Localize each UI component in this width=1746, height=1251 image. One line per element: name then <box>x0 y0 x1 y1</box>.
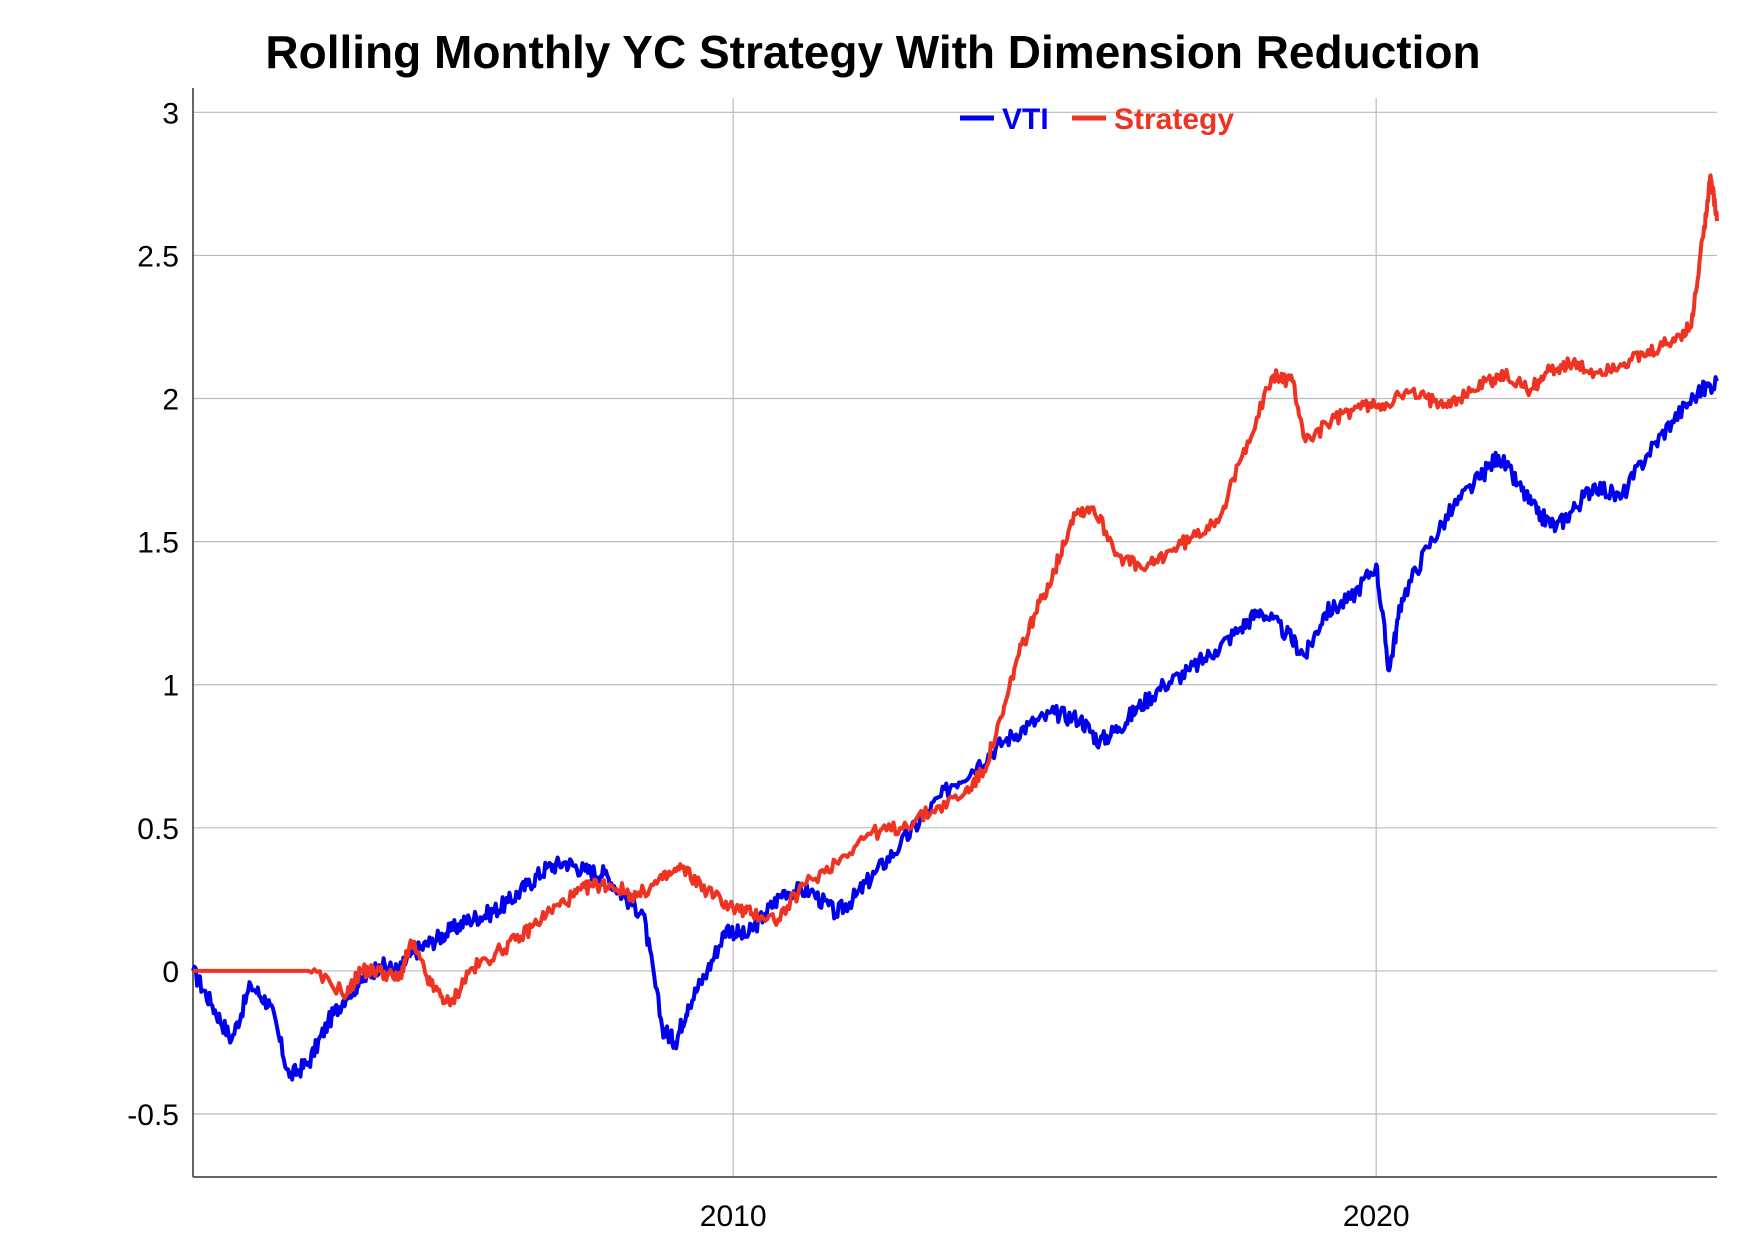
series-lines <box>191 173 1719 1082</box>
axes: -0.5 0 0.5 1 1.5 2 2.5 3 2010 2020 <box>127 88 1717 1233</box>
y-tick-label: -0.5 <box>127 1099 179 1132</box>
y-tick-label: 2.5 <box>137 240 179 273</box>
y-tick-label: 0 <box>162 956 179 989</box>
grid <box>193 98 1717 1177</box>
series-line-strategy <box>193 173 1719 1008</box>
y-tick-label: 3 <box>162 97 179 130</box>
y-tick-label: 2 <box>162 384 179 417</box>
legend: VTI Strategy <box>960 103 1234 136</box>
x-tick-label: 2010 <box>700 1200 767 1233</box>
legend-label-strategy: Strategy <box>1114 103 1234 136</box>
y-tick-label: 1.5 <box>137 527 179 560</box>
legend-label-vti: VTI <box>1002 103 1049 136</box>
x-tick-label: 2020 <box>1343 1200 1410 1233</box>
y-tick-label: 0.5 <box>137 813 179 846</box>
y-tick-label: 1 <box>162 670 179 703</box>
chart-title: Rolling Monthly YC Strategy With Dimensi… <box>265 26 1480 78</box>
